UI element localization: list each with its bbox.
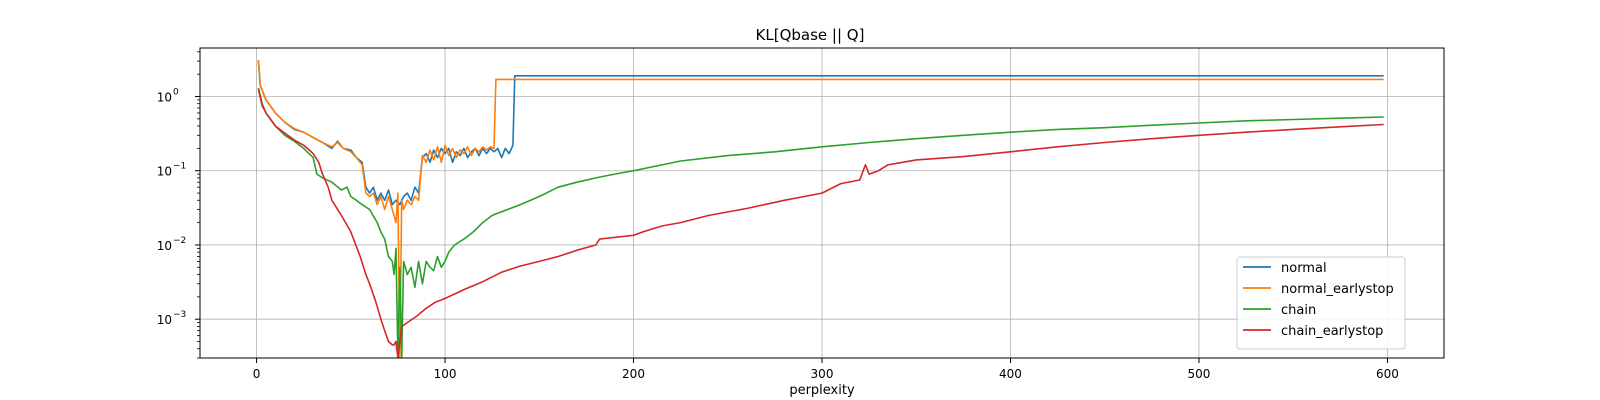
- grid-lines: [200, 48, 1444, 358]
- series-line-normal_earlystop: [257, 59, 1384, 358]
- x-tick-label-3: 300: [811, 367, 834, 381]
- y-tick-label-3: 10: [157, 90, 172, 104]
- x-tick-label-5: 500: [1188, 367, 1211, 381]
- y-tick-label-2: 10: [157, 165, 172, 179]
- x-tick-label-0: 0: [253, 367, 261, 381]
- series-line-normal: [257, 61, 1384, 206]
- y-tick-exponent-2: −1: [173, 162, 186, 172]
- y-tick-exponent-0: −3: [173, 310, 186, 320]
- x-tick-label-2: 200: [622, 367, 645, 381]
- chart-title: KL[Qbase || Q]: [756, 26, 865, 44]
- legend-box: [1236, 256, 1406, 350]
- x-tick-label-6: 600: [1376, 367, 1399, 381]
- legend-label-chain_earlystop: chain_earlystop: [1281, 324, 1383, 339]
- y-tick-exponent-3: 0: [173, 87, 179, 97]
- x-tick-label-4: 400: [999, 367, 1022, 381]
- legend-label-normal_earlystop: normal_earlystop: [1281, 282, 1394, 297]
- series-line-chain: [257, 87, 1384, 358]
- legend-label-normal: normal: [1281, 261, 1327, 276]
- y-tick-exponent-1: −2: [173, 236, 186, 246]
- y-tick-label-0: 10: [157, 313, 172, 327]
- legend-label-chain: chain: [1281, 303, 1316, 318]
- y-tick-label-1: 10: [157, 239, 172, 253]
- x-tick-label-1: 100: [434, 367, 457, 381]
- plot-series: [257, 59, 1384, 358]
- x-axis-label: perplexity: [789, 383, 855, 398]
- series-line-chain_earlystop: [257, 89, 1384, 358]
- x-axis: 0 100 200 300 400 500 600: [253, 358, 1399, 381]
